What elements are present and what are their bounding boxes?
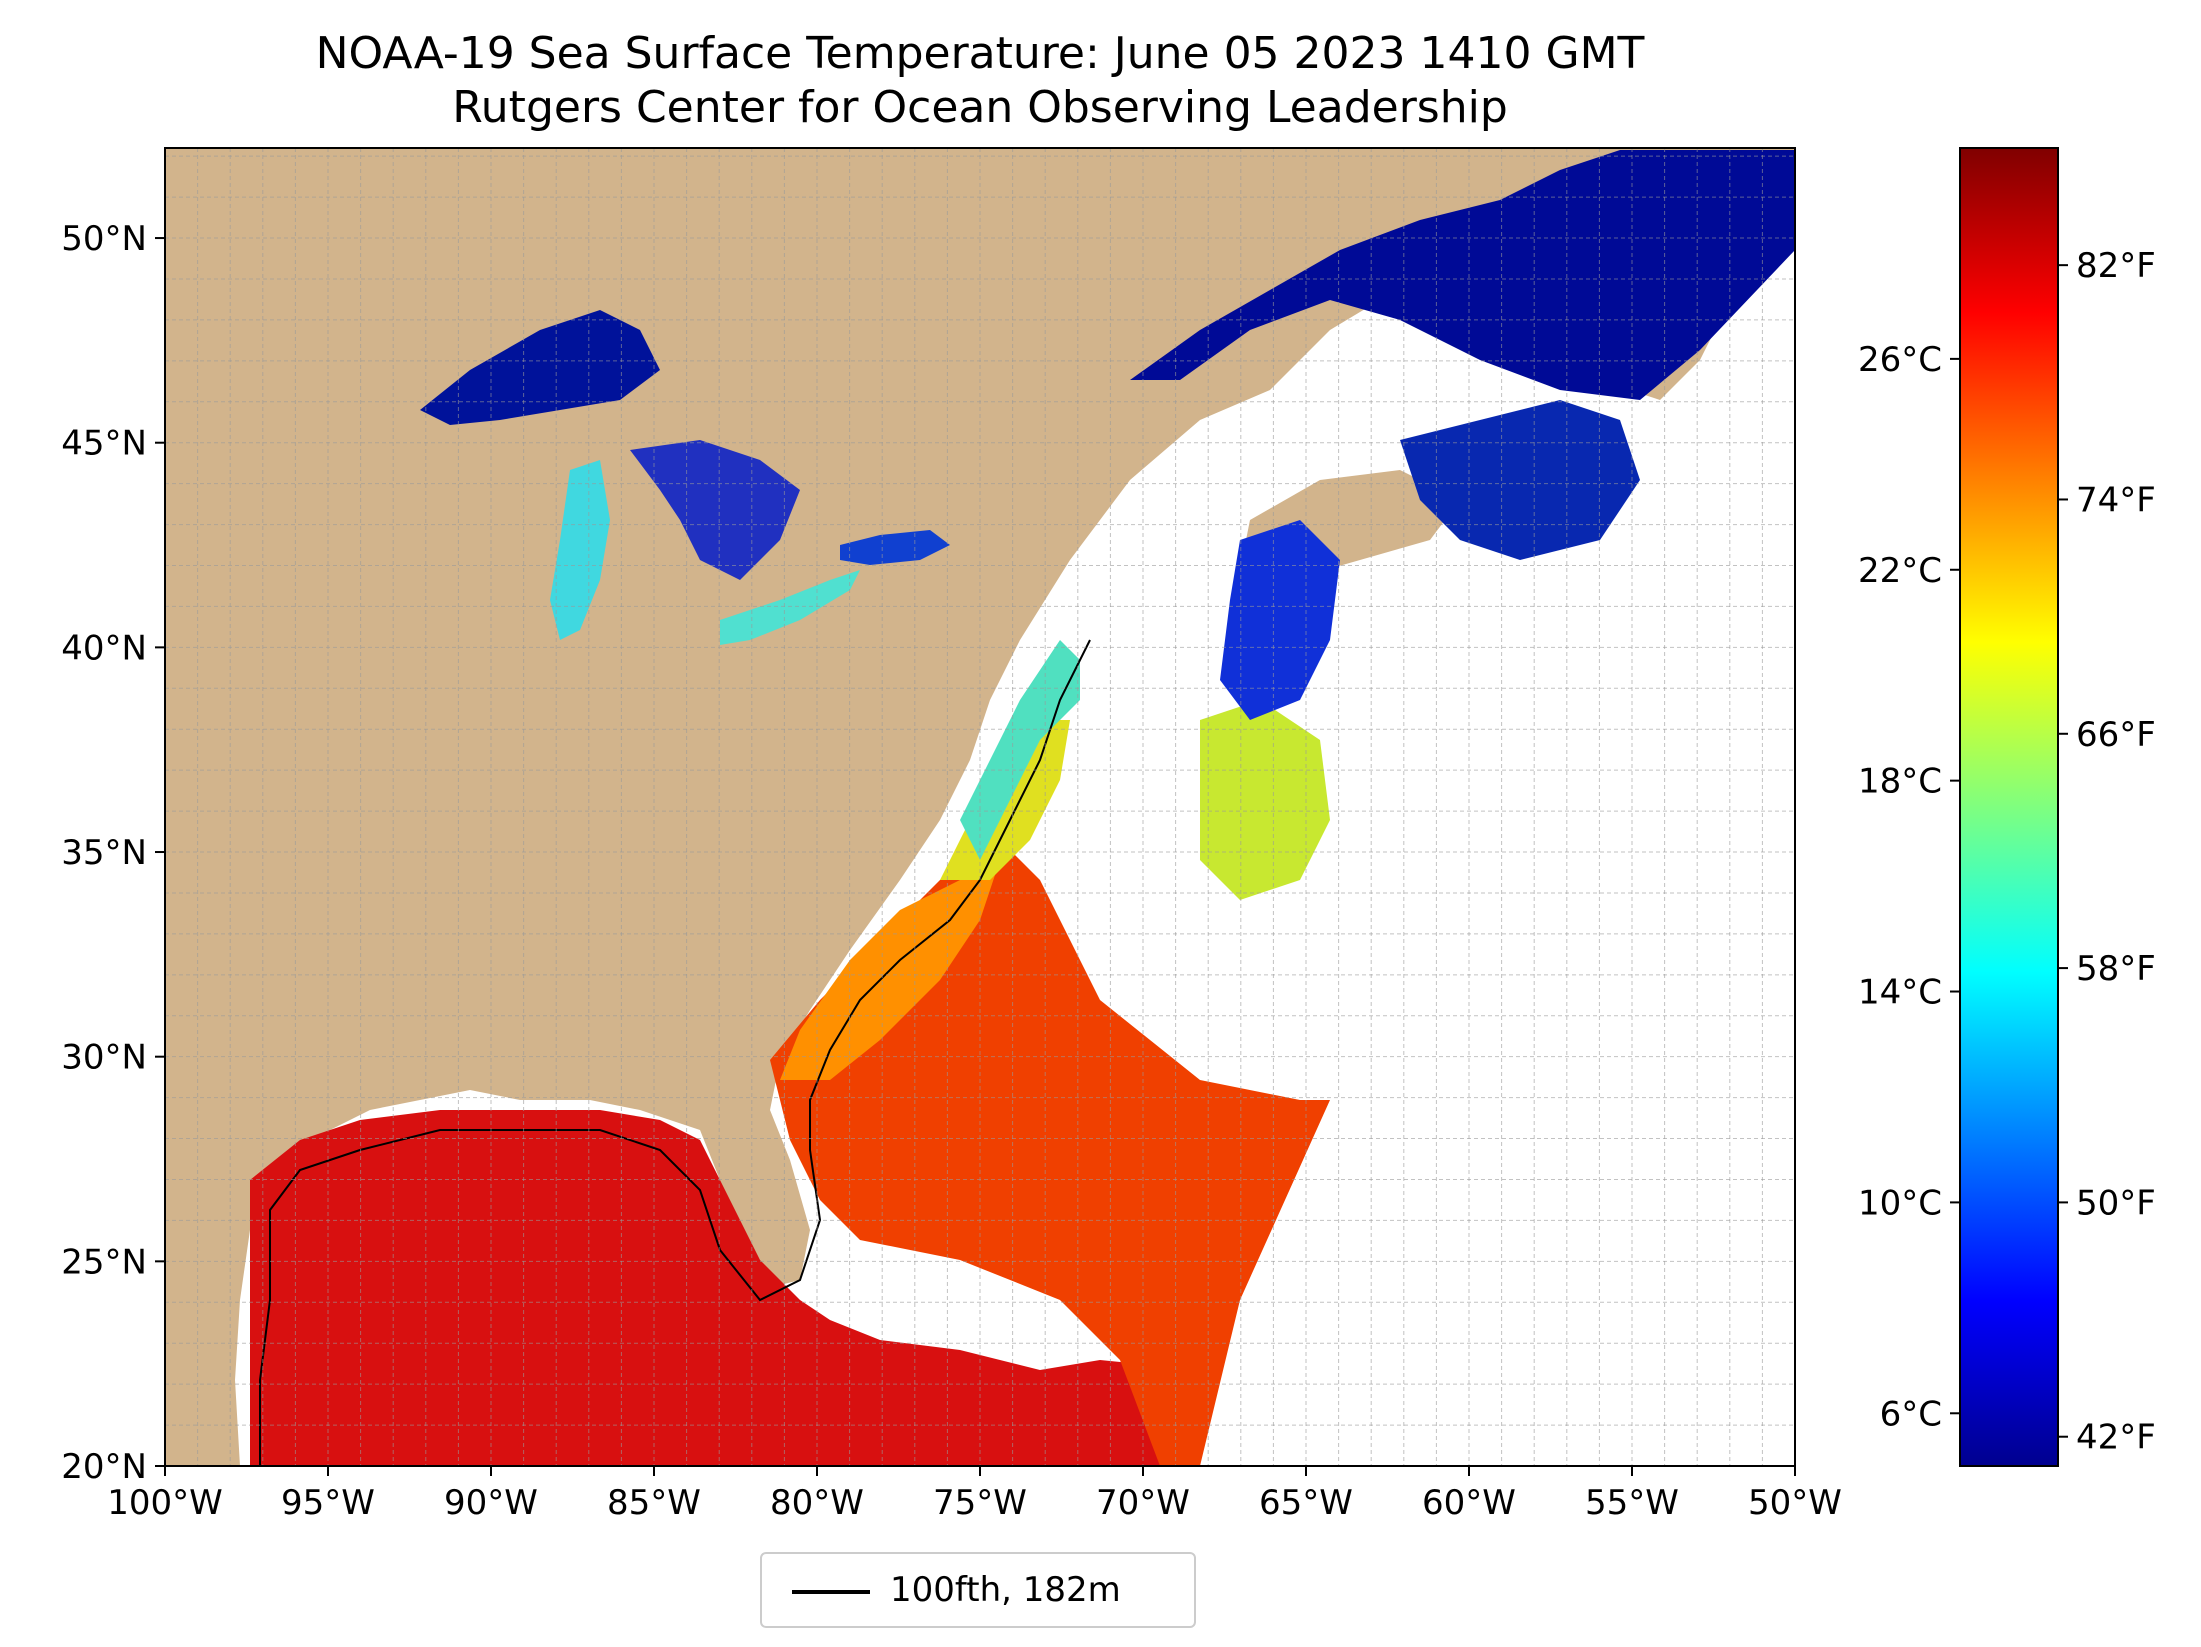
- colorbar-c-label: 18°C: [1858, 762, 1942, 802]
- colorbar-c-label: 10°C: [1858, 1183, 1942, 1223]
- sst-labrador-blue: [1130, 150, 1795, 400]
- lon-tick-label: 60°W: [1422, 1483, 1516, 1523]
- colorbar-f-label: 50°F: [2076, 1183, 2156, 1223]
- sst-mid-atlantic-cyan: [960, 640, 1080, 860]
- lat-tick-label: 35°N: [61, 833, 147, 873]
- lon-tick-label: 55°W: [1585, 1483, 1679, 1523]
- lat-tick-label: 45°N: [61, 424, 147, 464]
- sst-offshore-patch: [1200, 700, 1330, 900]
- lake-ontario: [840, 530, 950, 565]
- lon-tick-label: 85°W: [607, 1483, 701, 1523]
- legend: 100fth, 182m: [760, 1552, 1196, 1628]
- legend-label: 100fth, 182m: [890, 1570, 1121, 1610]
- figure-subtitle: Rutgers Center for Ocean Observing Leade…: [452, 82, 1508, 133]
- lon-tick-label: 90°W: [444, 1483, 538, 1523]
- lat-tick-label: 30°N: [61, 1038, 147, 1078]
- colorbar-f-label: 42°F: [2076, 1418, 2156, 1458]
- lon-tick-label: 75°W: [933, 1483, 1027, 1523]
- colorbar-celsius-axis: 6°C 10°C 14°C 18°C 22°C 26°C: [1858, 340, 1960, 1434]
- lon-tick-label: 80°W: [770, 1483, 864, 1523]
- colorbar-f-label: 66°F: [2076, 715, 2156, 755]
- sst-gulf-of-mexico: [250, 1110, 1200, 1466]
- lake-michigan: [550, 460, 610, 640]
- legend-line-swatch: [792, 1590, 870, 1594]
- map-gridlines: [165, 148, 1795, 1466]
- lat-tick-label: 25°N: [61, 1242, 147, 1282]
- colorbar-f-label: 58°F: [2076, 949, 2156, 989]
- figure-title: NOAA-19 Sea Surface Temperature: June 05…: [315, 28, 1645, 79]
- lon-tick-label: 70°W: [1096, 1483, 1190, 1523]
- colorbar-c-label: 26°C: [1858, 340, 1942, 380]
- map-content: [165, 148, 1795, 1466]
- sst-nova-scotia-shelf-blue: [1400, 400, 1640, 560]
- lon-tick-label: 50°W: [1748, 1483, 1842, 1523]
- lat-tick-label: 50°N: [61, 219, 147, 259]
- lon-tick-label: 95°W: [281, 1483, 375, 1523]
- colorbar-fahrenheit-axis: 42°F 50°F 58°F 66°F 74°F 82°F: [2058, 246, 2156, 1458]
- colorbar-c-label: 6°C: [1880, 1394, 1942, 1434]
- lon-tick-label: 65°W: [1259, 1483, 1353, 1523]
- colorbar: [1959, 147, 2059, 1467]
- lon-tick-label: 100°W: [107, 1483, 223, 1523]
- latitude-axis: 20°N 25°N 30°N 35°N 40°N 45°N 50°N: [61, 219, 165, 1487]
- colorbar-c-label: 14°C: [1858, 973, 1942, 1013]
- lake-erie: [720, 570, 860, 645]
- lake-huron: [630, 440, 800, 580]
- longitude-axis: 100°W 95°W 90°W 85°W 80°W 75°W 70°W 65°W 60°W 55°…: [107, 1466, 1842, 1523]
- lake-superior: [420, 310, 660, 425]
- colorbar-c-label: 22°C: [1858, 551, 1942, 591]
- colorbar-f-label: 82°F: [2076, 246, 2156, 286]
- colorbar-f-label: 74°F: [2076, 480, 2156, 520]
- contour-100fth: [259, 639, 1091, 1466]
- sst-gulf-of-maine-blue: [1220, 520, 1340, 720]
- lat-tick-label: 40°N: [61, 628, 147, 668]
- lat-tick-label: 20°N: [61, 1447, 147, 1487]
